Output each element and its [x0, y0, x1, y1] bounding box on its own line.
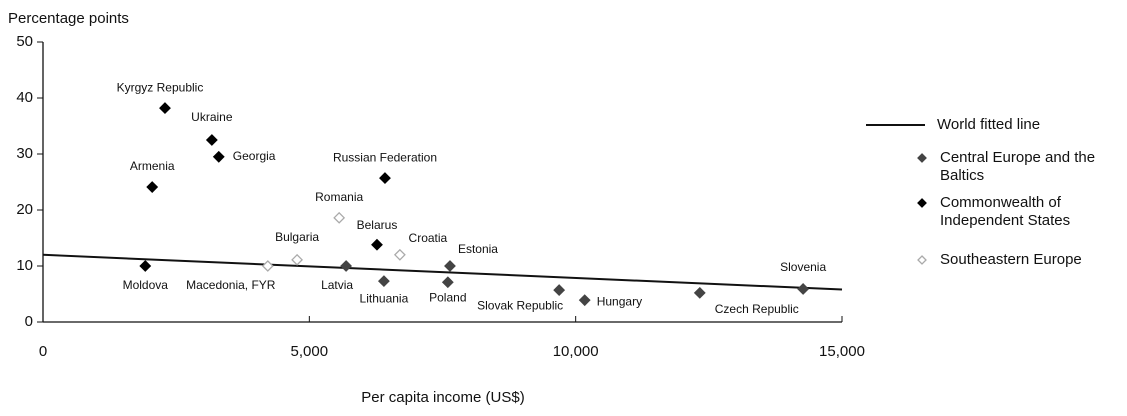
legend-marker: [917, 255, 927, 265]
point-label: Kyrgyz Republic: [117, 80, 204, 94]
point: [371, 238, 383, 251]
point-label: Hungary: [597, 294, 642, 308]
point: [797, 283, 810, 295]
point-label: Moldova: [123, 278, 169, 292]
point-label: Georgia: [233, 149, 276, 163]
point: [441, 276, 454, 289]
y-tick-label: 0: [25, 313, 33, 330]
y-tick-label: 40: [16, 89, 33, 106]
point-label: Belarus: [357, 218, 398, 232]
point: [693, 286, 706, 299]
point: [212, 150, 225, 163]
legend-marker: [917, 153, 927, 163]
point-label: Slovak Republic: [477, 298, 563, 312]
x-tick-label: 15,000: [819, 343, 865, 360]
fitted-line: [42, 253, 843, 291]
point-label: Slovenia: [780, 260, 826, 274]
y-tick-label: 20: [16, 201, 33, 218]
point: [291, 253, 304, 266]
legend-label: Commonwealth of Independent States: [940, 194, 1071, 229]
point-label: Lithuania: [360, 291, 409, 305]
point: [379, 172, 391, 184]
point-label: Poland: [429, 290, 466, 304]
point-label: Latvia: [321, 278, 353, 292]
legend-label: Central Europe and the Baltics: [940, 149, 1096, 184]
legend-label: World fitted line: [937, 116, 1041, 133]
y-tick-label: 30: [16, 145, 33, 162]
y-tick-label: 10: [16, 257, 33, 274]
point-label: Russian Federation: [333, 150, 437, 164]
point-label: Armenia: [130, 159, 175, 173]
y-axis-title: Percentage points: [8, 10, 129, 27]
point: [139, 260, 152, 272]
point-label: Croatia: [409, 231, 448, 245]
point-label: Macedonia, FYR: [186, 278, 276, 292]
point-label: Bulgaria: [275, 230, 319, 244]
x-tick-label: 10,000: [553, 343, 599, 360]
legend-label: Southeastern Europe: [940, 251, 1082, 268]
legend-marker: [917, 198, 927, 208]
x-tick-label: 0: [39, 343, 47, 360]
point: [578, 294, 591, 307]
point: [146, 181, 159, 193]
point: [261, 260, 274, 272]
point: [393, 248, 406, 261]
point: [205, 134, 218, 146]
point: [444, 260, 456, 272]
point: [333, 211, 346, 224]
point-label: Czech Republic: [715, 302, 799, 316]
point: [553, 284, 566, 296]
point-label: Romania: [315, 190, 363, 204]
point-label: Ukraine: [191, 110, 233, 124]
x-tick-label: 5,000: [291, 343, 329, 360]
point: [340, 260, 353, 272]
x-axis-title: Per capita income (US$): [361, 389, 524, 406]
y-tick-label: 50: [16, 33, 33, 50]
point: [159, 102, 171, 114]
point: [377, 275, 390, 288]
point-label: Estonia: [458, 242, 498, 256]
